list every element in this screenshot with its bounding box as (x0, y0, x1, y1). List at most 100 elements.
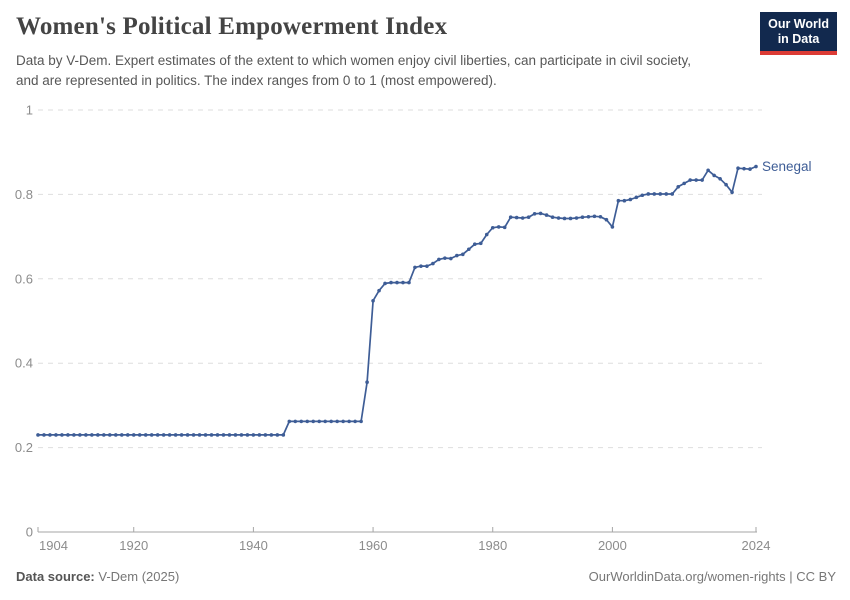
data-point[interactable] (317, 419, 322, 424)
data-point[interactable] (78, 433, 82, 437)
data-point[interactable] (724, 182, 728, 187)
data-point[interactable] (616, 198, 621, 203)
data-point[interactable] (113, 433, 118, 437)
data-point[interactable] (640, 193, 645, 198)
data-point[interactable] (604, 217, 609, 222)
data-point[interactable] (353, 419, 357, 424)
series-line-senegal[interactable] (38, 165, 757, 436)
data-point[interactable] (461, 252, 465, 257)
data-point[interactable] (628, 197, 633, 202)
data-point[interactable] (173, 433, 178, 437)
data-point[interactable] (137, 433, 142, 437)
data-point[interactable] (251, 433, 256, 437)
data-point[interactable] (389, 280, 393, 285)
data-point[interactable] (730, 190, 734, 195)
data-point[interactable] (437, 257, 441, 262)
data-point[interactable] (431, 261, 435, 266)
data-point[interactable] (455, 253, 459, 258)
data-point[interactable] (407, 280, 411, 285)
data-point[interactable] (401, 280, 405, 285)
data-point[interactable] (610, 225, 615, 229)
data-point[interactable] (108, 433, 112, 437)
data-point[interactable] (299, 419, 304, 424)
data-point[interactable] (125, 433, 130, 437)
data-point[interactable] (48, 433, 52, 437)
series-label-senegal[interactable]: Senegal (762, 159, 812, 174)
data-point[interactable] (149, 433, 154, 437)
data-point[interactable] (592, 214, 597, 219)
data-point[interactable] (341, 419, 345, 424)
data-point[interactable] (221, 433, 226, 437)
data-point[interactable] (245, 433, 250, 437)
data-point[interactable] (443, 256, 447, 260)
data-point[interactable] (155, 433, 160, 437)
data-point[interactable] (395, 280, 399, 285)
data-point[interactable] (281, 433, 286, 437)
data-point[interactable] (514, 215, 519, 220)
data-point[interactable] (365, 380, 369, 384)
data-point[interactable] (538, 211, 543, 216)
data-point[interactable] (119, 433, 124, 437)
data-point[interactable] (383, 281, 387, 286)
data-point[interactable] (413, 265, 417, 270)
data-point[interactable] (664, 192, 669, 196)
owid-logo[interactable]: Our World in Data (760, 12, 837, 55)
data-point[interactable] (185, 433, 190, 437)
data-point[interactable] (96, 433, 100, 437)
data-point[interactable] (598, 214, 603, 219)
data-point[interactable] (622, 198, 627, 203)
data-point[interactable] (191, 433, 196, 437)
data-point[interactable] (556, 216, 561, 220)
data-point[interactable] (66, 433, 70, 437)
data-point[interactable] (520, 216, 525, 220)
data-point[interactable] (694, 178, 698, 182)
data-point[interactable] (490, 225, 495, 230)
data-point[interactable] (700, 178, 704, 182)
data-point[interactable] (377, 288, 381, 293)
data-point[interactable] (670, 192, 675, 196)
data-point[interactable] (532, 212, 537, 216)
data-point[interactable] (478, 241, 483, 246)
data-point[interactable] (84, 433, 88, 437)
data-point[interactable] (60, 433, 64, 437)
data-point[interactable] (652, 192, 657, 196)
data-point[interactable] (36, 433, 40, 437)
data-point[interactable] (496, 225, 501, 229)
data-point[interactable] (42, 433, 46, 437)
data-point[interactable] (305, 419, 310, 424)
data-point[interactable] (682, 181, 686, 186)
data-point[interactable] (562, 216, 567, 221)
data-point[interactable] (526, 215, 531, 219)
data-point[interactable] (359, 419, 363, 424)
data-point[interactable] (54, 433, 58, 437)
data-point[interactable] (167, 433, 172, 437)
data-point[interactable] (736, 166, 740, 171)
data-point[interactable] (472, 242, 477, 246)
data-point[interactable] (293, 419, 298, 424)
data-point[interactable] (484, 232, 489, 237)
data-point[interactable] (287, 419, 292, 424)
data-point[interactable] (90, 433, 94, 437)
data-point[interactable] (419, 264, 423, 268)
data-point[interactable] (688, 178, 692, 182)
data-point[interactable] (323, 419, 328, 424)
data-point[interactable] (676, 185, 681, 189)
data-point[interactable] (574, 216, 579, 220)
data-point[interactable] (646, 192, 651, 196)
data-point[interactable] (706, 168, 710, 173)
data-point[interactable] (712, 173, 716, 178)
data-point[interactable] (371, 298, 375, 303)
data-point[interactable] (161, 433, 166, 437)
footer-link[interactable]: OurWorldinData.org/women-rights | CC BY (588, 569, 836, 584)
data-point[interactable] (227, 433, 232, 437)
data-point[interactable] (263, 433, 268, 437)
data-point[interactable] (329, 419, 333, 424)
data-point[interactable] (102, 433, 106, 437)
data-point[interactable] (239, 433, 244, 437)
data-point[interactable] (634, 195, 639, 200)
data-point[interactable] (143, 433, 148, 437)
data-point[interactable] (269, 433, 274, 437)
data-point[interactable] (233, 433, 238, 437)
data-point[interactable] (508, 215, 513, 219)
